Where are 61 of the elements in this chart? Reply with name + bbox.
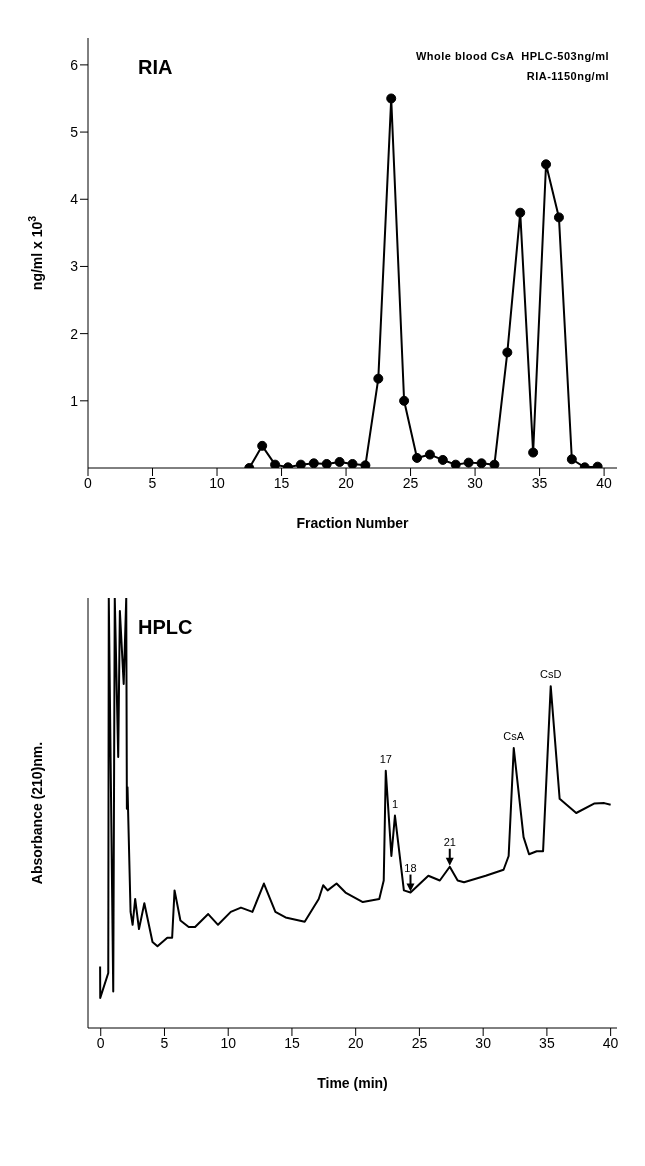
point — [334, 456, 345, 467]
point — [437, 454, 448, 465]
x-tick-label: 35 — [539, 1034, 555, 1051]
annotation: 17 — [379, 752, 392, 765]
x-tick-label: 40 — [596, 474, 613, 491]
x-tick-label: 20 — [338, 474, 355, 491]
x-tick-label: 0 — [96, 1034, 105, 1051]
annotation: 1 — [391, 797, 399, 810]
y-axis-title: Absorbance (210)nm. — [29, 741, 45, 885]
x-tick-label: 5 — [160, 1034, 169, 1051]
x-tick-label: 5 — [148, 474, 157, 491]
point — [295, 459, 306, 468]
annotation: HPLC — [138, 616, 193, 639]
annotation: 21 — [443, 835, 456, 848]
x-tick-label: 40 — [602, 1034, 619, 1051]
point — [399, 395, 410, 406]
point — [270, 459, 281, 468]
y-tick-label: 2 — [70, 325, 79, 342]
x-axis-title: Fraction Number — [296, 515, 410, 531]
y-tick-label: 1 — [70, 392, 79, 409]
y-tick-label: 4 — [70, 191, 79, 208]
x-tick-label: 0 — [84, 474, 93, 491]
x-tick-label: 10 — [209, 474, 226, 491]
x-tick-label: 25 — [411, 1034, 428, 1051]
point — [476, 458, 487, 468]
point — [347, 458, 358, 468]
point — [412, 452, 423, 463]
point — [541, 159, 552, 170]
point — [489, 459, 500, 468]
x-tick-label: 30 — [475, 1034, 492, 1051]
point — [308, 458, 319, 468]
point — [502, 347, 513, 358]
y-tick-label: 3 — [70, 258, 79, 275]
point — [257, 440, 268, 451]
annotation: CsA — [503, 730, 525, 743]
annotation: CsD — [540, 668, 562, 681]
point — [450, 459, 461, 468]
x-tick-label: 35 — [531, 474, 548, 491]
point — [528, 447, 539, 458]
annotation: 18 — [404, 861, 417, 874]
x-tick-label: 10 — [220, 1034, 237, 1051]
point — [424, 449, 435, 460]
x-tick-label: 15 — [273, 474, 290, 491]
point — [373, 373, 384, 384]
point — [463, 457, 474, 468]
annotation: Whole blood CsA HPLC-503ng/ml — [415, 50, 609, 62]
point — [386, 93, 397, 104]
x-axis-title: Time (min) — [317, 1075, 388, 1091]
x-tick-label: 25 — [402, 474, 419, 491]
y-tick-label: 6 — [70, 56, 79, 73]
point — [360, 460, 371, 468]
point — [321, 458, 332, 468]
x-tick-label: 30 — [467, 474, 484, 491]
x-tick-label: 20 — [347, 1034, 364, 1051]
annotation: RIA — [138, 56, 173, 79]
point — [515, 207, 526, 218]
point — [566, 454, 577, 465]
x-tick-label: 15 — [284, 1034, 300, 1051]
point — [553, 212, 564, 223]
annotation: RIA-1150ng/ml — [526, 70, 609, 82]
y-tick-label: 5 — [70, 124, 79, 141]
